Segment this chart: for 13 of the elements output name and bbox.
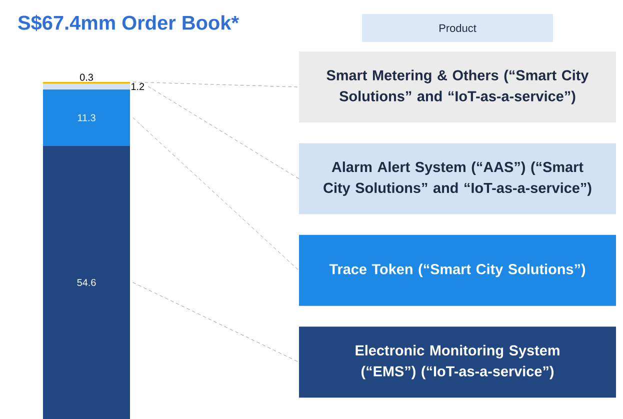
legend-title: Product bbox=[440, 24, 476, 32]
text: Electronic Monitoring System (“EMS”) (“IoT-as-a-service”) bbox=[356, 344, 560, 380]
data-label: 0.3 bbox=[80, 74, 93, 81]
text: Trace Token (“Smart City Solutions”) bbox=[329, 264, 586, 278]
data-label: 54.6 bbox=[77, 278, 96, 286]
bar bbox=[43, 146, 130, 419]
chart-title: S$67.4mm Order Book* bbox=[18, 14, 239, 32]
text: Smart Metering & Others (“Smart City Solutions” and “IoT-as-a-service”) bbox=[326, 70, 589, 104]
data-label: 11.3 bbox=[78, 114, 96, 122]
bar bbox=[43, 89, 130, 146]
bar bbox=[43, 83, 130, 90]
data-label: 1.2 bbox=[131, 83, 144, 90]
text: Alarm Alert System (“AAS”) (“Smart City Solutions” and “IoT-as-a-service”) bbox=[324, 162, 592, 196]
